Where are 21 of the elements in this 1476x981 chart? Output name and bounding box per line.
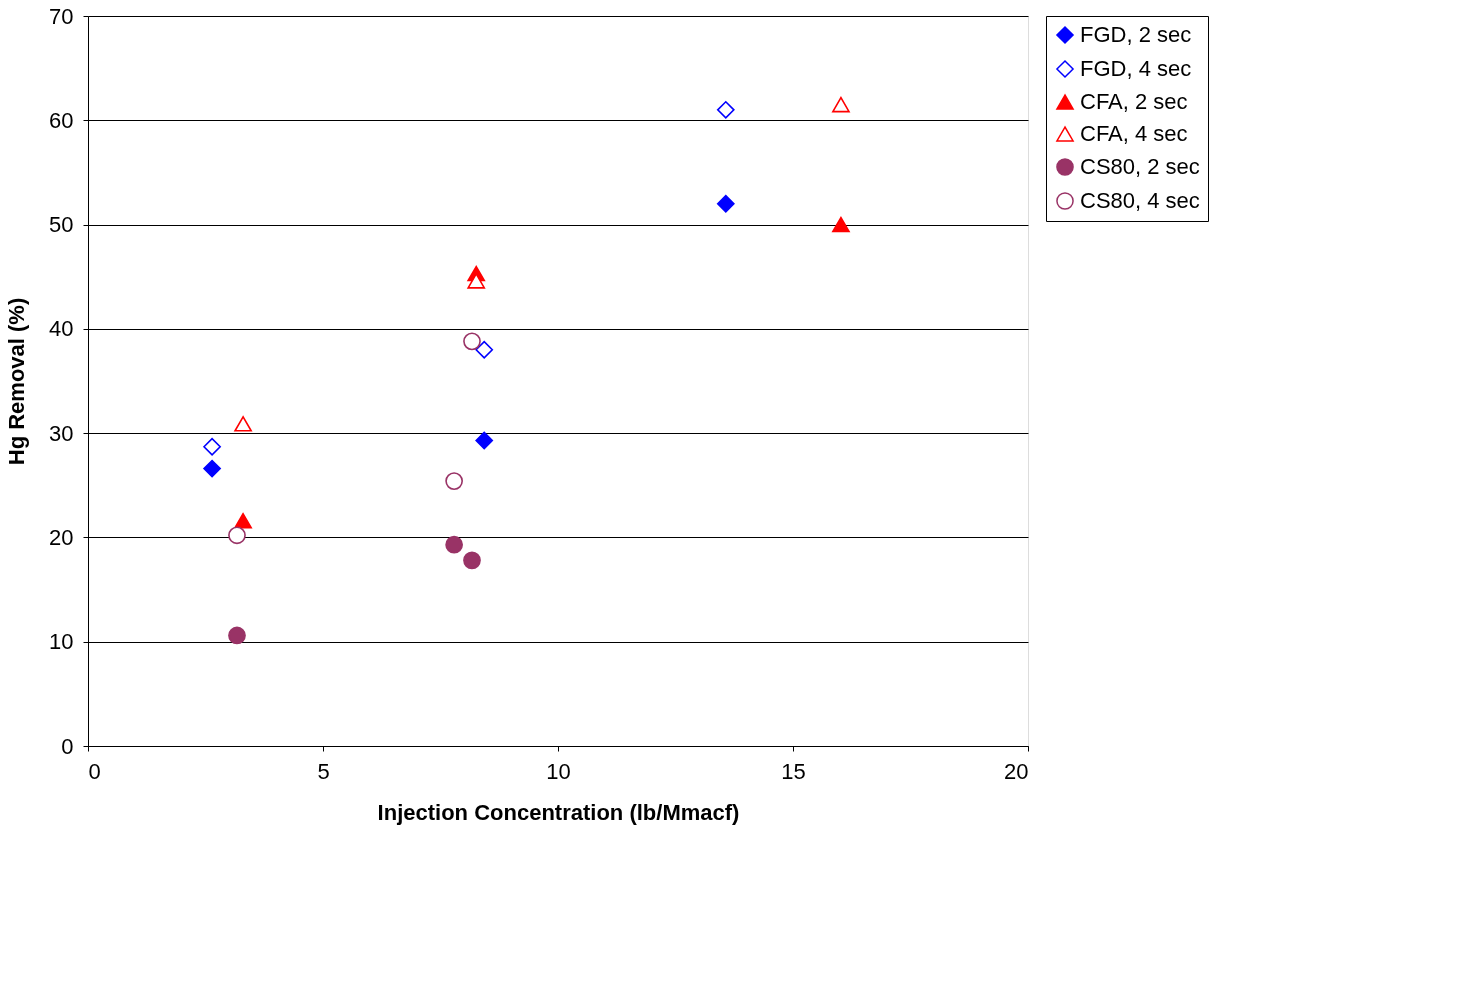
y-tick-label: 30 [49,420,74,446]
legend-label: FGD, 4 sec [1080,56,1192,81]
x-axis-title: Injection Concentration (lb/Mmacf) [377,799,740,825]
y-tick-label: 40 [49,316,74,342]
y-tick-label: 0 [61,733,74,759]
y-tick-label: 60 [49,107,74,133]
y-tick-label: 50 [49,212,74,238]
legend-label: CS80, 4 sec [1080,188,1200,213]
x-tick-label: 10 [546,758,571,784]
y-tick-label: 10 [49,629,74,655]
legend-label: CFA, 4 sec [1080,121,1188,146]
x-tick-label: 0 [88,758,101,784]
x-tick-label: 15 [781,758,806,784]
y-axis-title: Hg Removal (%) [4,297,30,466]
y-tick-label: 20 [49,524,74,550]
x-tick-label: 5 [317,758,330,784]
legend-label: CS80, 2 sec [1080,154,1200,179]
y-tick-label: 70 [49,3,74,29]
x-tick-label: 20 [1004,758,1029,784]
legend-label: CFA, 2 sec [1080,89,1188,114]
legend-label: FGD, 2 sec [1080,22,1192,47]
